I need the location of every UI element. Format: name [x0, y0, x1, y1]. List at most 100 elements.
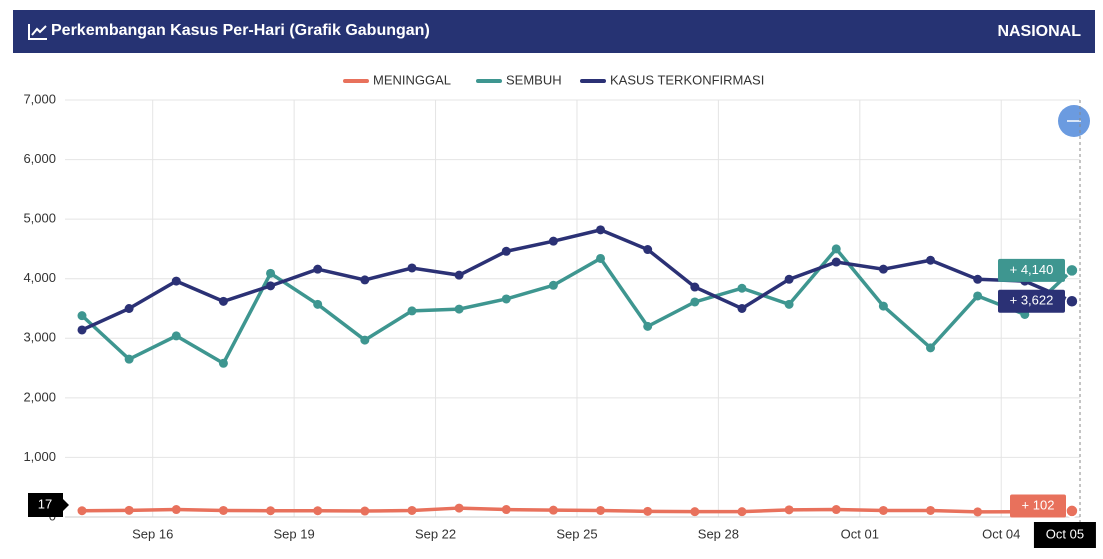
- series-line: [81, 506, 1072, 514]
- data-point: [266, 281, 276, 291]
- legend-label: KASUS TERKONFIRMASI: [610, 72, 764, 87]
- data-point: [643, 245, 653, 255]
- data-point: [407, 505, 417, 515]
- data-point: [690, 282, 700, 292]
- tooltip-label: + 102: [1022, 497, 1055, 512]
- x-tick-label: Oct 04: [982, 526, 1020, 541]
- tooltip-label: + 4,140: [1010, 262, 1054, 277]
- y-tick-label: 4,000: [23, 270, 56, 285]
- data-point: [690, 507, 700, 517]
- data-point: [784, 299, 794, 309]
- data-point: [501, 505, 511, 515]
- data-point: [737, 283, 747, 293]
- data-point: [501, 246, 511, 256]
- legend-label: SEMBUH: [506, 72, 562, 87]
- header-scope: NASIONAL: [997, 23, 1081, 40]
- data-point: [77, 506, 87, 516]
- header-title: Perkembangan Kasus Per-Hari (Grafik Gabu…: [51, 22, 430, 39]
- data-point: [313, 299, 323, 309]
- x-tick-label: Sep 16: [132, 526, 173, 541]
- y-tick-label: 7,000: [23, 91, 56, 106]
- data-point: [313, 506, 323, 516]
- data-point: [831, 505, 841, 515]
- data-point: [643, 506, 653, 516]
- tooltip-label: + 3,622: [1010, 293, 1054, 308]
- data-point: [77, 325, 87, 335]
- x-crosshair-box: [1033, 522, 1096, 548]
- data-point: [360, 506, 370, 516]
- header-bar: Perkembangan Kasus Per-Hari (Grafik Gabu…: [13, 10, 1095, 53]
- series-line: [81, 228, 1073, 332]
- data-point: [266, 268, 276, 278]
- data-point: [548, 280, 558, 290]
- y-tick-label: 6,000: [23, 151, 56, 166]
- data-point: [360, 275, 370, 285]
- data-point: [973, 291, 983, 301]
- data-point: [218, 358, 228, 368]
- x-tick-label: Sep 28: [698, 526, 739, 541]
- data-point: [831, 244, 841, 254]
- data-point: [878, 264, 888, 274]
- data-point: [737, 304, 747, 313]
- data-point: [973, 274, 983, 284]
- data-point: [266, 506, 276, 516]
- y-tick-label: 3,000: [23, 330, 56, 345]
- tooltip-box: [998, 289, 1065, 313]
- data-point: [454, 304, 464, 314]
- data-point: [124, 505, 134, 515]
- data-point: [548, 236, 558, 246]
- data-point: [596, 505, 606, 515]
- y-crosshair-arrow: [63, 499, 69, 511]
- data-point: [1065, 294, 1079, 308]
- chart-icon: [28, 24, 47, 40]
- data-point: [690, 297, 700, 307]
- x-tick-label: Oct 01: [841, 526, 879, 541]
- legend-label: MENINGGAL: [373, 72, 451, 87]
- data-point: [596, 253, 606, 263]
- data-point: [360, 335, 370, 345]
- data-point: [454, 270, 464, 280]
- data-point: [171, 331, 181, 341]
- tooltip-box: [1010, 494, 1066, 518]
- data-point: [596, 225, 606, 235]
- data-point: [831, 257, 841, 267]
- data-point: [218, 505, 228, 515]
- data-point: [171, 505, 181, 515]
- data-point: [878, 301, 888, 311]
- data-point: [784, 274, 794, 284]
- series-line: [80, 246, 1074, 366]
- data-point: [124, 304, 134, 313]
- y-crosshair-box: [28, 493, 63, 517]
- data-point: [878, 505, 888, 515]
- x-tick-label: Sep 22: [415, 526, 456, 541]
- x-tick-label: Sep 19: [274, 526, 315, 541]
- y-tick-label: 2,000: [23, 389, 56, 404]
- data-point: [77, 311, 87, 321]
- grid: [65, 99, 1080, 518]
- data-point: [926, 343, 936, 353]
- data-point: [784, 505, 794, 515]
- data-point: [1065, 263, 1079, 278]
- data-point: [313, 264, 323, 274]
- data-point: [454, 503, 464, 513]
- data-point: [171, 276, 181, 286]
- data-point: [926, 255, 936, 265]
- data-point: [501, 294, 511, 304]
- x-tick-label: Sep 25: [556, 526, 597, 541]
- data-point: [1065, 504, 1079, 518]
- y-crosshair-label: 17: [38, 496, 52, 511]
- data-point: [407, 306, 417, 316]
- data-point: [643, 321, 653, 331]
- data-point: [973, 507, 983, 517]
- data-point: [548, 505, 558, 515]
- data-point: [124, 354, 134, 364]
- tooltip-box: [998, 258, 1065, 282]
- x-crosshair-label: Oct 05: [1046, 526, 1084, 541]
- y-tick-label: 5,000: [23, 211, 56, 226]
- data-point: [218, 296, 228, 306]
- data-point: [926, 505, 936, 515]
- data-point: [737, 507, 747, 517]
- data-point: [407, 263, 417, 273]
